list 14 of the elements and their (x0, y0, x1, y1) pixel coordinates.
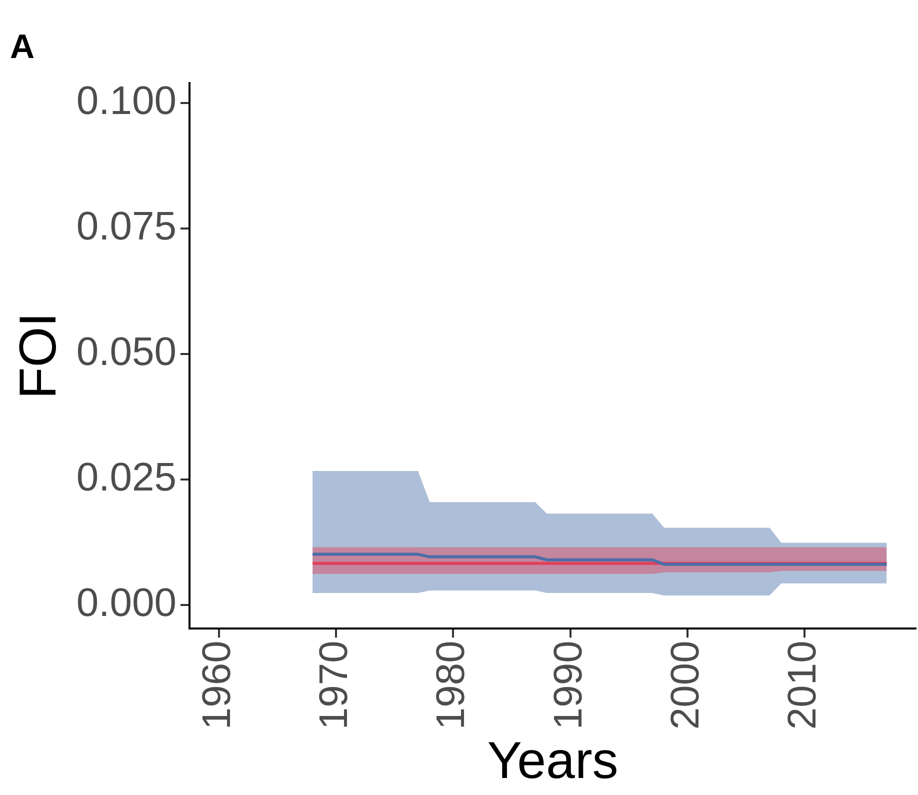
x-tick-label: 1960 (194, 640, 239, 730)
chart-title: A (10, 28, 35, 66)
y-tick-label: 0.050 (76, 330, 176, 374)
x-tick-label: 2000 (664, 640, 708, 730)
x-axis-title: Years (487, 732, 618, 790)
x-tick-label: 1970 (312, 640, 356, 730)
x-tick-label: 2010 (780, 640, 825, 730)
y-axis-title: FOI (10, 312, 68, 400)
x-tick-label: 1980 (429, 640, 474, 730)
y-tick-label: 0.100 (76, 78, 176, 123)
x-tick-label: 1990 (546, 640, 590, 730)
y-tick-label: 0.075 (76, 204, 176, 248)
y-tick-label: 0.025 (76, 456, 176, 500)
y-tick-label: 0.000 (76, 581, 176, 626)
